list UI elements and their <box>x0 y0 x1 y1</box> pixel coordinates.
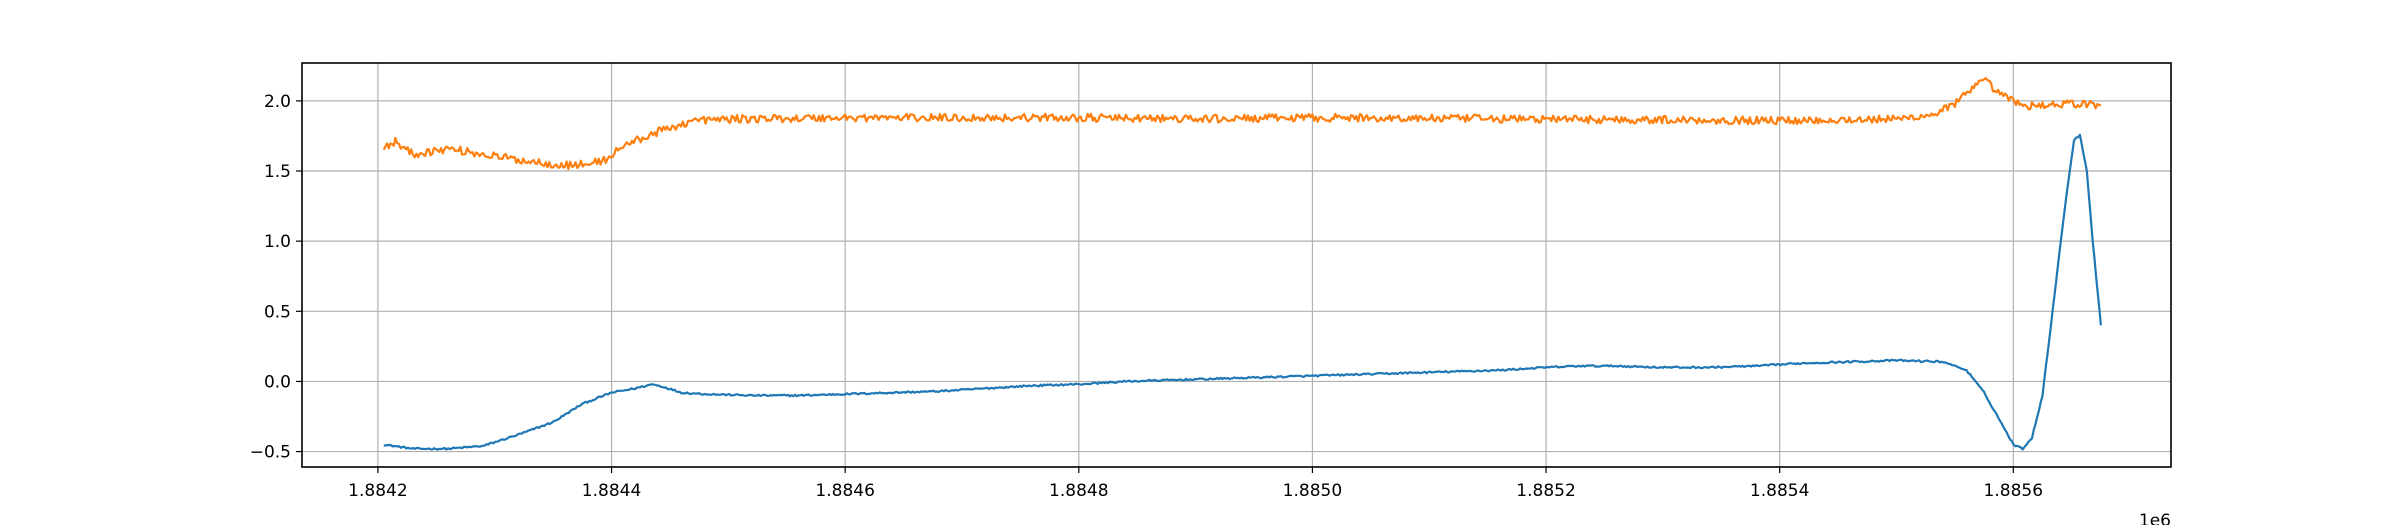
y-tick-label: 0.0 <box>264 372 291 392</box>
x-tick-label: 1.8848 <box>1049 481 1108 501</box>
series-lines <box>382 77 2102 451</box>
series-line-1 <box>383 133 2102 451</box>
plot-area-frame <box>301 62 2172 468</box>
axis-ticks: 1.8842 1.8844 1.8846 1.8848 1.8850 1.8852 1.88… <box>250 92 2043 501</box>
x-tick-label: 1.8844 <box>582 481 641 501</box>
y-tick-label: 1.5 <box>264 162 291 182</box>
y-tick-label: −0.5 <box>250 443 291 463</box>
x-tick-label: 1.8850 <box>1283 481 1342 501</box>
x-axis-offset-label: 1e6 <box>2139 511 2171 525</box>
x-tick-label: 1.8842 <box>348 481 407 501</box>
x-tick-label: 1.8856 <box>1984 481 2043 501</box>
x-tick-label: 1.8846 <box>815 481 874 501</box>
y-tick-label: 2.0 <box>264 92 291 112</box>
series-line-2 <box>382 77 2101 171</box>
grid <box>302 63 2171 467</box>
x-tick-label: 1.8852 <box>1516 481 1575 501</box>
y-tick-label: 1.0 <box>264 232 291 252</box>
y-tick-label: 0.5 <box>264 302 291 322</box>
x-tick-label: 1.8854 <box>1750 481 1809 501</box>
